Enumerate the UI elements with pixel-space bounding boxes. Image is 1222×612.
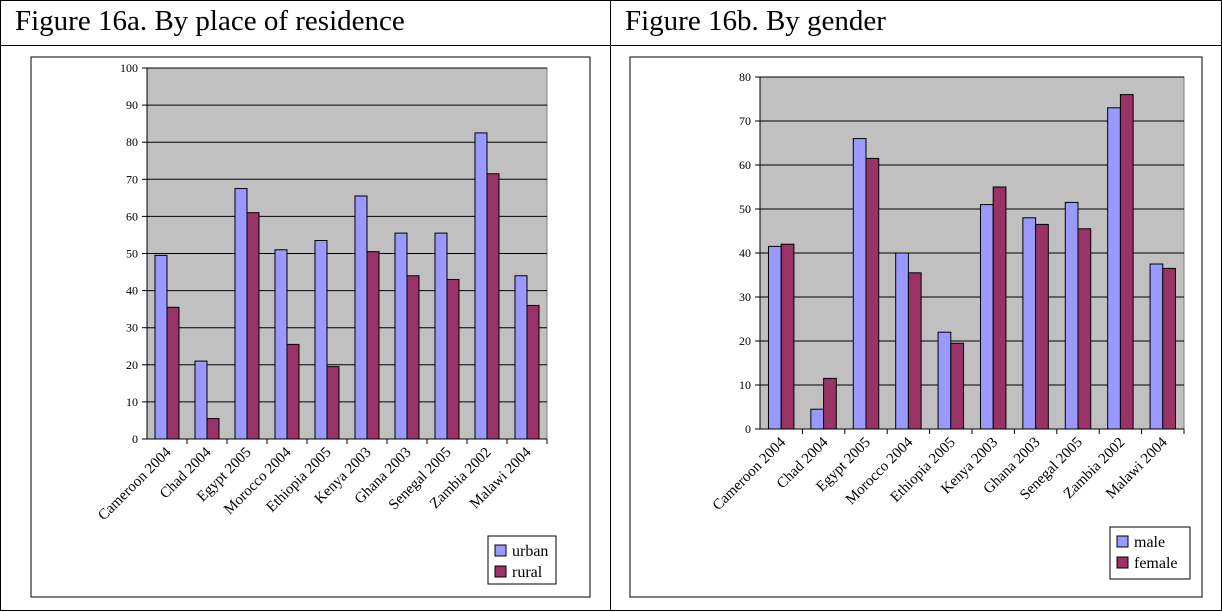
bar-male — [852, 138, 867, 430]
bar-rural — [246, 212, 260, 440]
y-tick-label: 20 — [126, 358, 138, 372]
y-tick-label: 40 — [126, 284, 138, 298]
bar-male — [767, 245, 782, 430]
y-tick-label: 60 — [126, 209, 138, 223]
legend-swatch-female — [1116, 556, 1129, 569]
bar-urban — [154, 254, 168, 440]
bar-urban — [234, 188, 248, 440]
bar-female — [1035, 223, 1049, 430]
bar-rural — [206, 418, 220, 440]
bar-male — [1022, 217, 1037, 430]
y-tick-label: 50 — [739, 202, 751, 216]
bar-male — [937, 331, 952, 430]
y-tick-label: 100 — [120, 61, 138, 75]
bar-rural — [406, 275, 420, 440]
y-tick-label: 40 — [739, 246, 751, 260]
bar-urban — [434, 232, 448, 440]
figure-caption-b: Figure 16b. By gender — [625, 5, 886, 37]
bar-male — [1107, 107, 1121, 430]
y-tick-label: 30 — [739, 290, 751, 304]
y-tick-label: 0 — [132, 432, 138, 446]
bar-male — [895, 252, 909, 430]
bar-male — [810, 408, 825, 430]
bar-rural — [526, 304, 540, 440]
legend-label-female: female — [1134, 555, 1178, 572]
bar-male — [1149, 263, 1164, 430]
y-tick-label: 80 — [739, 70, 751, 84]
bar-urban — [274, 249, 288, 440]
y-tick-label: 30 — [126, 321, 138, 335]
y-tick-label: 70 — [126, 172, 138, 186]
bar-male — [1064, 201, 1079, 430]
bar-urban — [394, 232, 408, 440]
legend-swatch-rural — [494, 565, 507, 578]
y-tick-label: 90 — [126, 98, 138, 112]
bar-female — [992, 186, 1007, 430]
bar-urban — [514, 275, 528, 440]
y-tick-label: 80 — [126, 135, 138, 149]
bar-urban — [314, 240, 328, 440]
bar-female — [865, 157, 880, 430]
legend-swatch-urban — [494, 544, 507, 557]
bar-rural — [326, 366, 340, 440]
y-tick-label: 70 — [739, 114, 751, 128]
bar-male — [979, 204, 994, 430]
y-tick-label: 50 — [126, 247, 138, 261]
bar-rural — [166, 306, 180, 440]
bar-rural — [286, 343, 300, 440]
y-tick-label: 10 — [739, 378, 751, 392]
bar-female — [1119, 94, 1134, 430]
legend-label-urban: urban — [512, 543, 548, 560]
panel-b: Figure 16b. By gender 0 10 20 30 40 50 60 70 80 C… — [610, 0, 1222, 611]
legend-swatch-male — [1116, 535, 1129, 548]
bar-urban — [194, 360, 208, 440]
bar-female — [1162, 267, 1177, 430]
bar-rural — [486, 173, 500, 440]
bar-female — [907, 272, 922, 430]
bar-rural — [366, 251, 380, 440]
panel-a: Figure 16a. By place of residence 0 10 20 3… — [0, 0, 611, 611]
bar-female — [780, 243, 795, 430]
legend-label-rural: rural — [512, 564, 543, 581]
legend-label-male: male — [1134, 534, 1165, 551]
caption-bar-b: Figure 16b. By gender — [611, 1, 1221, 46]
figure-caption-a: Figure 16a. By place of residence — [15, 5, 405, 37]
bar-female — [1077, 228, 1092, 430]
y-tick-label: 20 — [739, 334, 751, 348]
bar-female — [823, 377, 837, 430]
bar-urban — [474, 132, 488, 440]
y-tick-label: 60 — [739, 158, 751, 172]
bar-urban — [354, 195, 368, 440]
caption-bar-a: Figure 16a. By place of residence — [1, 1, 610, 46]
y-tick-label: 10 — [126, 395, 138, 409]
bar-rural — [446, 278, 460, 440]
bar-female — [950, 342, 965, 430]
y-tick-label: 0 — [745, 422, 751, 436]
